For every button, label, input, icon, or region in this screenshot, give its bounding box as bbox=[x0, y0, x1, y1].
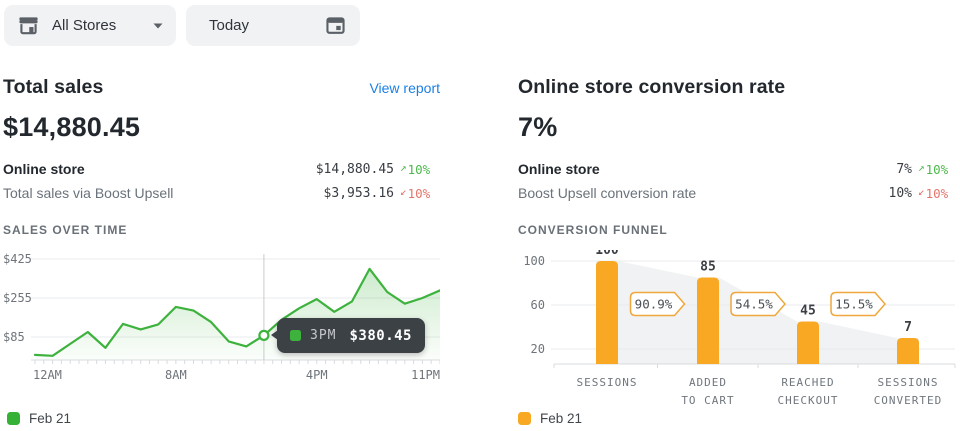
conversion-badge-label: 90.9% bbox=[635, 297, 673, 312]
x-axis-label: 12AM bbox=[33, 368, 62, 382]
y-axis-label: $425 bbox=[3, 252, 32, 266]
funnel-bar-chart-svg[interactable]: 100 60 20 100 SESSIONS 85 ADDED TO CART 45 REACHE… bbox=[518, 250, 958, 410]
conversion-badge bbox=[629, 291, 686, 317]
delta-percent: 10% bbox=[407, 185, 431, 201]
metric-value: 10% bbox=[888, 185, 912, 201]
view-report-link[interactable]: View report bbox=[369, 80, 440, 96]
legend-swatch bbox=[7, 412, 20, 425]
legend-conversion-funnel: Feb 21 bbox=[518, 411, 582, 426]
conversion-funnel-chart[interactable]: 100 60 20 100 SESSIONS 85 ADDED TO CART 45 REACHE… bbox=[518, 250, 958, 410]
delta-badge: ↙ 10% bbox=[400, 184, 440, 201]
conversion-rate-panel: Online store conversion rate 7% Online s… bbox=[518, 70, 958, 431]
panel-header: Online store conversion rate bbox=[518, 70, 958, 98]
y-axis-label: 20 bbox=[531, 342, 545, 356]
delta-badge: ↙ 10% bbox=[918, 184, 958, 201]
legend-label: Feb 21 bbox=[29, 411, 72, 426]
metric-value: $3,953.16 bbox=[323, 185, 394, 201]
metric-row-boost-upsell: Boost Upsell conversion rate 10% ↙ 10% bbox=[518, 181, 958, 205]
conversion-badge bbox=[830, 291, 886, 317]
funnel-bar[interactable] bbox=[897, 338, 919, 364]
category-label: CONVERTED bbox=[874, 394, 943, 407]
x-axis-label: 11PM bbox=[411, 368, 440, 382]
page-title-conversion-rate: Online store conversion rate bbox=[518, 76, 786, 98]
total-sales-value: $14,880.45 bbox=[3, 112, 141, 142]
trend-up-icon: ↗ bbox=[918, 160, 925, 174]
section-label-conversion-funnel: CONVERSION FUNNEL bbox=[518, 223, 668, 237]
bar-value-label: 45 bbox=[800, 304, 816, 319]
storefront-icon bbox=[19, 17, 38, 35]
metric-value: $14,880.45 bbox=[315, 161, 394, 177]
legend-total-sales: Feb 21 bbox=[7, 411, 71, 426]
metric-rows: Online store 7% ↗ 10% Boost Upsell conver… bbox=[518, 157, 958, 205]
conversion-rate-value: 7% bbox=[518, 112, 558, 142]
category-label: REACHED bbox=[781, 376, 834, 389]
conversion-badge-label: 15.5% bbox=[835, 297, 873, 312]
topbar: All Stores Today bbox=[0, 0, 960, 50]
metric-row-online-store: Online store 7% ↗ 10% bbox=[518, 157, 958, 181]
sales-over-time-chart[interactable]: $425 $255 $85 12AM 8AM 4PM 11PM 3PM $380.45 bbox=[3, 250, 440, 386]
metric-rows: Online store $14,880.45 ↗ 10% Total sales… bbox=[3, 157, 440, 205]
store-selector[interactable]: All Stores bbox=[4, 5, 176, 46]
metric-label: Online store bbox=[518, 161, 600, 177]
trend-down-icon: ↙ bbox=[400, 184, 407, 198]
legend-label: Feb 21 bbox=[540, 411, 583, 426]
bar-value-label: 7 bbox=[904, 320, 912, 335]
x-axis-label: 4PM bbox=[306, 368, 328, 382]
date-selector-label: Today bbox=[209, 17, 250, 34]
delta-percent: 10% bbox=[407, 161, 431, 177]
y-axis-label: 100 bbox=[523, 254, 545, 268]
metric-label: Total sales via Boost Upsell bbox=[3, 185, 174, 201]
conversion-badge bbox=[730, 291, 786, 317]
delta-percent: 10% bbox=[925, 185, 949, 201]
bar-value-label: 85 bbox=[700, 260, 716, 275]
chevron-down-icon bbox=[153, 23, 163, 28]
category-label: ADDED bbox=[689, 376, 727, 389]
section-label-sales-over-time: SALES OVER TIME bbox=[3, 223, 128, 237]
y-axis-label: $255 bbox=[3, 291, 32, 305]
sales-line bbox=[33, 267, 440, 357]
hover-marker bbox=[258, 329, 270, 341]
metric-row-online-store: Online store $14,880.45 ↗ 10% bbox=[3, 157, 440, 181]
metric-label: Boost Upsell conversion rate bbox=[518, 185, 697, 201]
delta-percent: 10% bbox=[925, 161, 949, 177]
delta-badge: ↗ 10% bbox=[400, 160, 440, 177]
legend-swatch bbox=[518, 412, 531, 425]
bar-value-label: 100 bbox=[595, 250, 619, 258]
conversion-badge-label: 54.5% bbox=[735, 297, 773, 312]
category-label: CHECKOUT bbox=[778, 394, 839, 407]
trend-down-icon: ↙ bbox=[918, 184, 925, 198]
tooltip-value: $380.45 bbox=[349, 327, 412, 344]
category-label: SESSIONS bbox=[878, 376, 939, 389]
metric-row-boost-upsell: Total sales via Boost Upsell $3,953.16 ↙… bbox=[3, 181, 440, 205]
tooltip-time-label: 3PM bbox=[310, 328, 337, 343]
panel-header: Total sales View report bbox=[3, 70, 440, 98]
metric-label: Online store bbox=[3, 161, 85, 177]
calendar-icon bbox=[326, 17, 345, 34]
metric-value: 7% bbox=[896, 161, 912, 177]
funnel-bar[interactable] bbox=[797, 321, 819, 365]
trend-up-icon: ↗ bbox=[400, 160, 407, 174]
funnel-bar[interactable] bbox=[596, 261, 618, 364]
y-axis-label: $85 bbox=[3, 330, 25, 344]
category-label: TO CART bbox=[681, 394, 734, 407]
category-label: SESSIONS bbox=[577, 376, 638, 389]
delta-badge: ↗ 10% bbox=[918, 160, 958, 177]
x-axis-label: 8AM bbox=[165, 368, 187, 382]
page-title-total-sales: Total sales bbox=[3, 76, 104, 98]
chart-tooltip: 3PM $380.45 bbox=[271, 318, 425, 353]
y-axis-label: 60 bbox=[531, 298, 545, 312]
tooltip-series-swatch bbox=[290, 330, 301, 341]
store-selector-label: All Stores bbox=[52, 17, 117, 34]
date-range-selector[interactable]: Today bbox=[186, 5, 360, 46]
total-sales-panel: Total sales View report $14,880.45 Onlin… bbox=[3, 70, 440, 431]
funnel-bar[interactable] bbox=[697, 277, 719, 365]
